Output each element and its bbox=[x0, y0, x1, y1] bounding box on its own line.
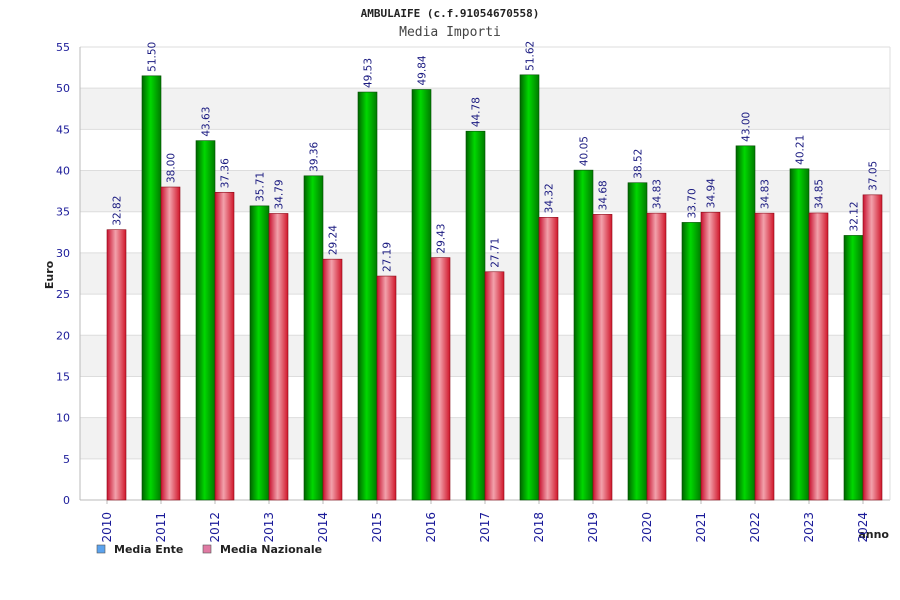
data-label: 37.05 bbox=[868, 161, 880, 191]
bar-media-nazionale[interactable] bbox=[430, 257, 451, 501]
x-tick-label: 2019 bbox=[586, 512, 600, 543]
data-label: 29.43 bbox=[436, 224, 448, 254]
x-tick-label: 2016 bbox=[424, 512, 438, 543]
bar-media-ente[interactable] bbox=[465, 130, 486, 501]
data-label: 51.62 bbox=[525, 41, 537, 71]
bar-media-ente[interactable] bbox=[789, 168, 810, 501]
data-label: 34.94 bbox=[706, 178, 718, 208]
data-label: 40.21 bbox=[795, 135, 807, 165]
y-tick-label: 40 bbox=[56, 165, 70, 178]
bar-media-nazionale[interactable] bbox=[592, 214, 613, 501]
x-tick-label: 2012 bbox=[208, 512, 222, 543]
bar-media-nazionale[interactable] bbox=[214, 191, 235, 501]
bar-media-nazionale[interactable] bbox=[484, 271, 505, 501]
x-axis-title: anno bbox=[858, 528, 889, 541]
bar-media-nazionale[interactable] bbox=[754, 212, 775, 501]
legend-swatch bbox=[202, 544, 212, 554]
data-label: 37.36 bbox=[220, 158, 232, 188]
x-tick-label: 2010 bbox=[100, 512, 114, 543]
x-tick-label: 2022 bbox=[748, 512, 762, 543]
y-axis-title: Euro bbox=[43, 260, 56, 289]
legend-swatch bbox=[96, 544, 106, 554]
data-label: 34.83 bbox=[652, 179, 664, 209]
data-label: 32.82 bbox=[112, 196, 124, 226]
bar-media-nazionale[interactable] bbox=[376, 275, 397, 501]
legend-label: Media Ente bbox=[114, 543, 183, 556]
bar-media-ente[interactable] bbox=[249, 205, 270, 501]
bar-media-ente[interactable] bbox=[141, 75, 162, 501]
grid-band bbox=[80, 88, 890, 130]
y-tick-label: 0 bbox=[63, 494, 70, 507]
data-label: 27.71 bbox=[490, 238, 502, 268]
data-label: 29.24 bbox=[328, 225, 340, 255]
data-label: 40.05 bbox=[579, 136, 591, 166]
data-label: 34.83 bbox=[760, 179, 772, 209]
bar-media-ente[interactable] bbox=[303, 175, 324, 501]
data-label: 43.63 bbox=[201, 107, 213, 137]
y-tick-label: 25 bbox=[56, 288, 70, 301]
bar-media-nazionale[interactable] bbox=[160, 186, 181, 501]
x-tick-label: 2014 bbox=[316, 512, 330, 543]
bar-media-nazionale[interactable] bbox=[862, 194, 883, 501]
bar-media-nazionale[interactable] bbox=[700, 211, 721, 501]
bar-media-ente[interactable] bbox=[195, 140, 216, 501]
data-label: 27.19 bbox=[382, 242, 394, 272]
y-tick-label: 5 bbox=[63, 453, 70, 466]
data-label: 39.36 bbox=[309, 141, 321, 171]
bar-media-ente[interactable] bbox=[519, 74, 540, 501]
bar-media-ente[interactable] bbox=[843, 235, 864, 501]
bar-media-ente[interactable] bbox=[411, 89, 432, 501]
y-tick-label: 55 bbox=[56, 41, 70, 54]
legend-item-media-nazionale: Media Nazionale bbox=[202, 543, 322, 556]
legend-label: Media Nazionale bbox=[220, 543, 322, 556]
x-tick-label: 2013 bbox=[262, 512, 276, 543]
data-label: 34.68 bbox=[598, 180, 610, 210]
bar-media-nazionale[interactable] bbox=[538, 217, 559, 501]
bar-media-ente[interactable] bbox=[735, 145, 756, 501]
chart-title: AMBULAIFE (c.f.91054670558) bbox=[360, 7, 540, 20]
bar-media-nazionale[interactable] bbox=[808, 212, 829, 501]
data-label: 34.85 bbox=[814, 179, 826, 209]
data-label: 38.00 bbox=[166, 153, 178, 183]
y-tick-label: 50 bbox=[56, 82, 70, 95]
data-label: 44.78 bbox=[471, 97, 483, 127]
data-label: 49.53 bbox=[363, 58, 375, 88]
x-tick-label: 2023 bbox=[802, 512, 816, 543]
bar-media-ente[interactable] bbox=[627, 182, 648, 501]
bar-media-ente[interactable] bbox=[573, 169, 594, 501]
x-tick-label: 2024 bbox=[856, 512, 870, 543]
chart-subtitle: Media Importi bbox=[399, 25, 501, 40]
y-tick-label: 15 bbox=[56, 370, 70, 383]
y-tick-label: 20 bbox=[56, 329, 70, 342]
bar-media-ente[interactable] bbox=[681, 222, 702, 501]
data-label: 38.52 bbox=[633, 149, 645, 179]
data-label: 35.71 bbox=[255, 172, 267, 202]
bar-media-ente[interactable] bbox=[357, 91, 378, 501]
data-label: 34.32 bbox=[544, 183, 556, 213]
y-tick-label: 30 bbox=[56, 247, 70, 260]
bar-media-nazionale[interactable] bbox=[268, 213, 289, 501]
bar-media-nazionale[interactable] bbox=[106, 229, 127, 501]
legend-item-media-ente: Media Ente bbox=[96, 543, 183, 556]
bar-media-nazionale[interactable] bbox=[646, 212, 667, 501]
data-label: 32.12 bbox=[849, 201, 861, 231]
x-tick-label: 2018 bbox=[532, 512, 546, 543]
x-tick-label: 2011 bbox=[154, 512, 168, 543]
data-label: 43.00 bbox=[741, 112, 753, 142]
data-label: 49.84 bbox=[417, 55, 429, 85]
x-tick-label: 2017 bbox=[478, 512, 492, 543]
x-tick-label: 2015 bbox=[370, 512, 384, 543]
bar-media-nazionale[interactable] bbox=[322, 258, 343, 501]
y-tick-label: 45 bbox=[56, 123, 70, 136]
y-tick-label: 10 bbox=[56, 412, 70, 425]
data-label: 51.50 bbox=[147, 42, 159, 72]
data-label: 34.79 bbox=[274, 179, 286, 209]
x-tick-label: 2020 bbox=[640, 512, 654, 543]
x-tick-label: 2021 bbox=[694, 512, 708, 543]
data-label: 33.70 bbox=[687, 188, 699, 218]
y-tick-label: 35 bbox=[56, 206, 70, 219]
